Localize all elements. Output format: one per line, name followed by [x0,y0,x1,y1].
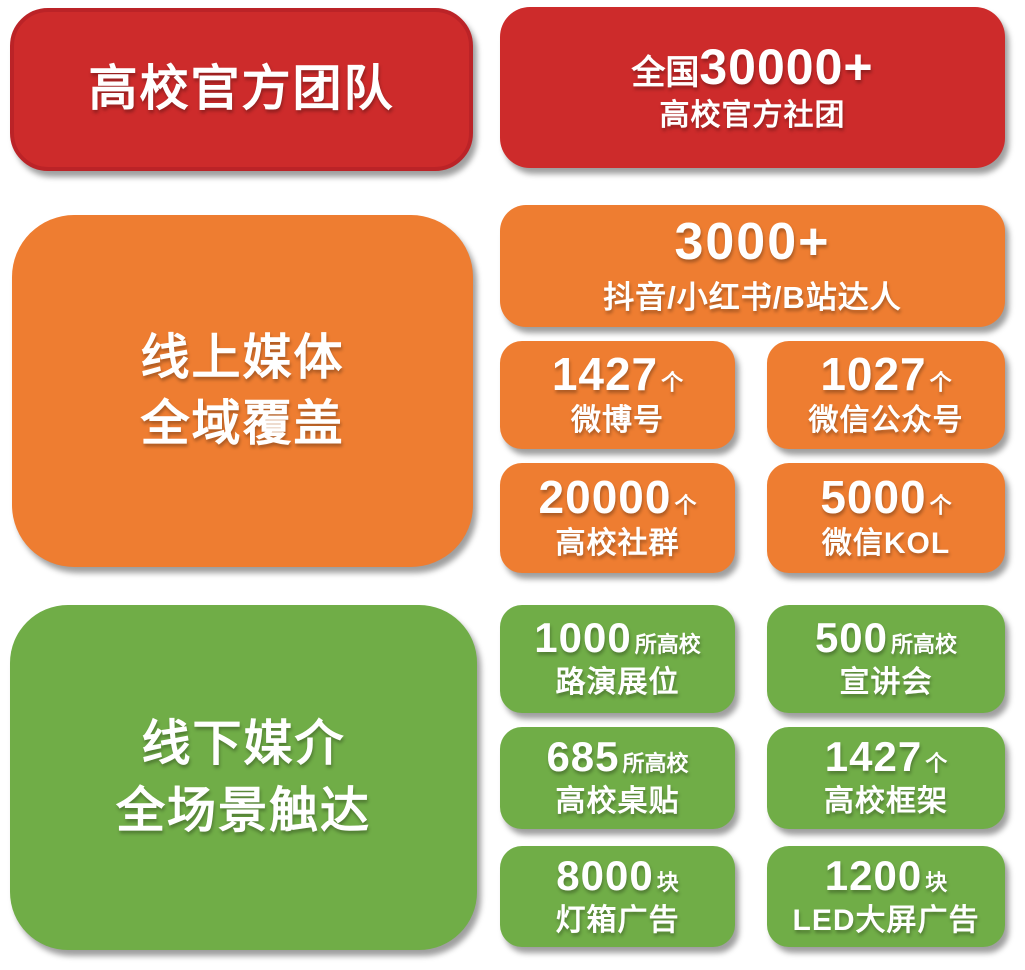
stat-lightbox-unit: 块 [656,869,679,895]
stat-led-screen-ads: 1200 块 LED大屏广告 [767,846,1005,947]
panel-official-team-title: 高校官方团队 [88,62,395,117]
stat-lightbox-ads: 8000 块 灯箱广告 [500,846,735,947]
stat-desk-stickers-label: 高校桌贴 [555,785,680,819]
stat-wechat-official-accounts: 1027 个 微信公众号 [767,341,1005,449]
stat-weibo-number-line: 1427 个 [551,348,684,401]
panel-online-media-title-line1: 线上媒体 [140,330,345,385]
panel-offline-media-title-line2: 全场景触达 [115,783,371,838]
stat-national-clubs-prefix: 全国 [631,53,700,92]
stat-national-clubs-number-line: 全国 30000+ [631,38,874,95]
stat-roadshow-label: 路演展位 [555,666,680,700]
stat-wechat-kol-label: 微信KOL [821,527,951,561]
stat-lightbox-number-line: 8000 块 [556,851,679,899]
stat-influencers-number-line: 3000+ [674,215,830,270]
stat-led-screen-unit: 块 [925,869,948,895]
stat-roadshow-unit: 所高校 [634,632,701,658]
stat-national-clubs-label: 高校官方社团 [659,99,846,132]
stat-wechat-kol: 5000 个 微信KOL [767,463,1005,573]
stat-influencers: 3000+ 抖音/小红书/B站达人 [500,205,1005,327]
panel-online-media-title: 线上媒体 全域覆盖 [140,325,344,457]
stat-lightbox-number: 8000 [556,851,654,899]
stat-wechat-official-label: 微信公众号 [808,404,964,438]
stat-weibo-accounts: 1427 个 微博号 [500,341,735,449]
stat-wechat-official-unit: 个 [929,370,952,396]
stat-campus-frames-unit: 个 [925,751,948,777]
stat-campus-frames-number-line: 1427 个 [825,735,947,779]
panel-offline-media-title-line1: 线下媒介 [141,717,346,772]
stat-lightbox-label: 灯箱广告 [555,903,680,937]
stat-wechat-official-number: 1027 [820,348,927,401]
panel-online-media-title-line2: 全域覆盖 [140,397,345,451]
stat-campus-frames: 1427 个 高校框架 [767,727,1005,829]
panel-official-team: 高校官方团队 [10,8,473,171]
panel-online-media: 线上媒体 全域覆盖 [12,215,473,567]
stat-campus-groups-number-line: 20000 个 [538,471,697,524]
stat-desk-stickers-number: 685 [546,733,620,781]
stat-info-sessions-number-line: 500 所高校 [815,616,957,660]
stat-led-screen-label: LED大屏广告 [792,903,980,937]
stat-wechat-kol-unit: 个 [929,493,952,519]
stat-roadshow-booths: 1000 所高校 路演展位 [500,605,735,713]
stat-national-clubs-number: 30000+ [699,38,874,95]
stat-info-sessions: 500 所高校 宣讲会 [767,605,1005,713]
stat-info-sessions-label: 宣讲会 [839,666,933,700]
stat-wechat-kol-number-line: 5000 个 [820,471,952,524]
stat-national-clubs: 全国 30000+ 高校官方社团 [500,7,1005,168]
stat-influencers-number: 3000+ [674,213,831,272]
stat-roadshow-number: 1000 [534,614,632,662]
stat-led-screen-number: 1200 [824,851,923,899]
stat-info-sessions-unit: 所高校 [891,632,958,658]
stat-wechat-kol-number: 5000 [820,471,927,524]
stat-campus-frames-number: 1427 [824,733,923,781]
stat-weibo-number: 1427 [551,348,659,401]
stat-campus-groups: 20000 个 高校社群 [500,463,735,573]
stat-desk-stickers-number-line: 685 所高校 [546,735,688,779]
stat-campus-frames-label: 高校框架 [824,785,948,819]
stat-influencers-label: 抖音/小红书/B站达人 [603,279,902,315]
stat-weibo-unit: 个 [661,370,684,396]
stat-desk-stickers: 685 所高校 高校桌贴 [500,727,735,829]
stat-weibo-label: 微博号 [571,404,664,438]
stat-campus-groups-label: 高校社群 [555,527,680,561]
stat-led-screen-number-line: 1200 块 [824,851,948,899]
stat-wechat-official-number-line: 1027 个 [820,348,952,401]
stat-desk-stickers-unit: 所高校 [622,751,689,777]
stat-info-sessions-number: 500 [814,614,889,662]
panel-offline-media: 线下媒介 全场景触达 [10,605,477,950]
panel-offline-media-title: 线下媒介 全场景触达 [116,711,371,843]
stat-campus-groups-number: 20000 [538,471,672,524]
stat-roadshow-number-line: 1000 所高校 [534,616,700,660]
stat-campus-groups-unit: 个 [674,493,697,519]
